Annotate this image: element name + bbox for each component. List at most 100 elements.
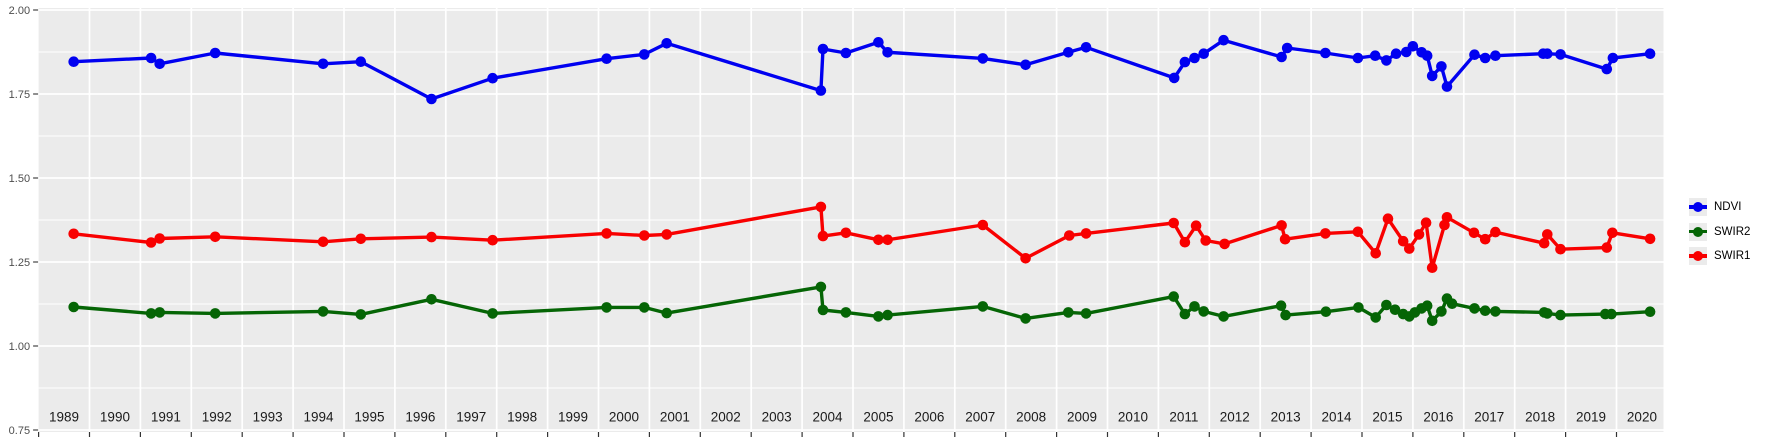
data-point-swir2	[1446, 298, 1458, 310]
data-point-swir1	[154, 233, 165, 244]
data-point-ndvi	[1607, 52, 1619, 64]
data-point-ndvi	[1490, 50, 1501, 61]
x-axis-year-label: 2008	[1016, 409, 1046, 424]
legend-label-ndvi: NDVI	[1714, 201, 1742, 213]
x-axis-year-label: 2016	[1423, 409, 1453, 424]
data-point-ndvi	[355, 56, 367, 67]
data-point-swir1	[1064, 230, 1075, 241]
data-point-swir1	[1370, 248, 1381, 259]
data-point-ndvi	[1426, 70, 1438, 82]
data-point-ndvi	[1276, 51, 1287, 63]
data-point-swir1	[1542, 229, 1553, 240]
data-point-ndvi	[1479, 52, 1491, 64]
data-point-swir2	[1479, 305, 1491, 317]
data-point-swir2	[1389, 304, 1401, 316]
data-point-ndvi	[209, 47, 221, 59]
data-point-ndvi	[601, 53, 612, 64]
x-axis-year-label: 1990	[100, 409, 130, 424]
data-point-swir2	[1353, 302, 1364, 313]
x-axis-year-label: 2007	[965, 409, 995, 424]
data-point-swir2	[1063, 307, 1074, 318]
data-point-swir1	[1490, 226, 1501, 238]
x-axis-year-label: 2012	[1220, 409, 1250, 424]
data-point-swir1	[840, 227, 852, 239]
data-point-ndvi	[1020, 59, 1031, 71]
data-point-swir1	[1219, 238, 1230, 250]
data-point-ndvi	[426, 93, 437, 105]
data-point-swir2	[487, 308, 498, 319]
data-point-ndvi	[1436, 61, 1447, 72]
data-point-swir1	[601, 228, 612, 239]
data-point-swir1	[639, 230, 650, 241]
x-axis-year-label: 2017	[1474, 409, 1504, 424]
data-point-swir2	[317, 306, 329, 317]
y-axis-tick-label: 2.00	[9, 5, 30, 17]
data-point-swir2	[1370, 312, 1381, 323]
data-point-swir2	[1606, 308, 1617, 320]
data-point-ndvi	[661, 38, 672, 49]
data-point-swir1	[661, 229, 672, 240]
x-axis-year-label: 1995	[354, 409, 384, 424]
data-point-ndvi	[145, 52, 157, 64]
data-point-swir2	[145, 308, 157, 319]
legend-key-swir2-icon	[1689, 222, 1707, 241]
data-point-ndvi	[1369, 50, 1381, 61]
x-axis-year-label: 2010	[1118, 409, 1148, 424]
data-point-swir1	[1190, 220, 1202, 231]
data-point-swir2	[639, 302, 650, 313]
data-point-swir2	[817, 304, 829, 316]
data-point-swir1	[1426, 262, 1438, 274]
x-axis-year-label: 2014	[1322, 409, 1353, 424]
data-point-swir1	[1279, 233, 1291, 245]
data-point-ndvi	[1441, 81, 1453, 92]
data-point-ndvi	[1601, 63, 1613, 75]
data-point-swir2	[1436, 306, 1447, 317]
x-axis-year-label: 2002	[711, 409, 741, 424]
x-axis-year-label: 1999	[558, 409, 588, 424]
x-axis-year-label: 2020	[1627, 409, 1657, 424]
data-point-ndvi	[817, 43, 829, 55]
data-point-ndvi	[1390, 48, 1402, 59]
data-point-swir1	[1468, 227, 1480, 239]
x-axis-year-label: 1993	[253, 409, 283, 424]
data-point-ndvi	[1381, 55, 1392, 66]
data-point-swir2	[815, 281, 827, 293]
x-axis-year-label: 1998	[507, 409, 537, 424]
x-axis-year-label: 1997	[456, 409, 486, 424]
x-axis-year-label: 2018	[1525, 409, 1555, 424]
data-point-swir1	[1382, 213, 1394, 224]
data-point-swir1	[68, 228, 79, 240]
legend-key-ndvi-icon	[1689, 198, 1707, 216]
legend-key-swir1-icon	[1689, 247, 1707, 265]
data-point-ndvi	[1281, 42, 1293, 54]
data-point-ndvi	[1179, 56, 1191, 68]
data-point-ndvi	[68, 56, 79, 67]
data-point-swir2	[1080, 308, 1092, 319]
data-point-swir1	[873, 234, 884, 246]
legend-item-swir2: SWIR2	[1689, 220, 1750, 244]
data-point-swir2	[977, 301, 989, 312]
x-axis-year-label: 2003	[762, 409, 792, 424]
data-point-swir2	[355, 309, 367, 320]
data-point-ndvi	[1469, 49, 1480, 60]
data-point-ndvi	[1198, 48, 1209, 59]
x-axis-year-label: 2019	[1576, 409, 1606, 424]
data-point-swir1	[1420, 217, 1432, 228]
data-point-swir2	[1644, 306, 1656, 318]
x-axis-year-label: 2004	[813, 409, 844, 424]
x-axis-year-label: 1991	[151, 409, 181, 424]
x-axis-year-label: 2009	[1067, 409, 1097, 424]
data-point-swir1	[1179, 236, 1191, 248]
data-point-swir2	[209, 308, 221, 319]
data-point-swir1	[1397, 235, 1409, 247]
data-point-ndvi	[1320, 47, 1331, 59]
x-axis-year-label: 1994	[304, 409, 335, 424]
data-point-ndvi	[1080, 42, 1092, 53]
data-point-ndvi	[1218, 34, 1229, 46]
data-point-swir1	[817, 230, 829, 242]
data-point-swir1	[1601, 242, 1613, 253]
data-point-swir1	[355, 233, 367, 245]
data-point-swir2	[873, 311, 884, 322]
data-point-swir2	[1218, 311, 1229, 322]
data-point-ndvi	[977, 53, 989, 64]
